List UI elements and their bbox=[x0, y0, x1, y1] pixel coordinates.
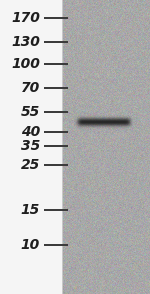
Text: 35: 35 bbox=[21, 139, 40, 153]
Text: 15: 15 bbox=[21, 203, 40, 217]
Text: 10: 10 bbox=[21, 238, 40, 252]
Text: 130: 130 bbox=[11, 35, 40, 49]
Text: 170: 170 bbox=[11, 11, 40, 25]
Text: 40: 40 bbox=[21, 125, 40, 139]
Text: 70: 70 bbox=[21, 81, 40, 95]
Text: 55: 55 bbox=[21, 105, 40, 119]
Text: 25: 25 bbox=[21, 158, 40, 172]
Text: 100: 100 bbox=[11, 57, 40, 71]
